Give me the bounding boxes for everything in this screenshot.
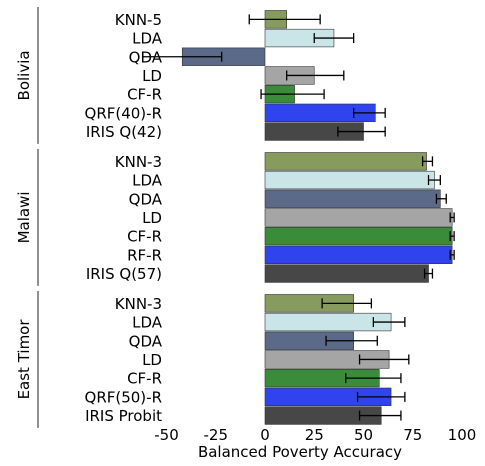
- category-label: LD: [142, 67, 162, 85]
- error-bar: [345, 373, 402, 384]
- error-bar: [352, 107, 386, 118]
- x-tick-label: 50: [354, 426, 373, 444]
- x-tick-label: 25: [305, 426, 324, 444]
- bar-ld: [264, 208, 453, 227]
- group-label: Bolivia: [15, 50, 33, 100]
- group-label: East Timor: [15, 319, 33, 400]
- group-east-timor: East Timor KNN-3LDAQDALDCF-RQRF(50)-RIRIS…: [15, 294, 410, 425]
- category-label: LDA: [132, 172, 163, 190]
- category-label: LD: [142, 209, 162, 227]
- category-label: QDA: [129, 190, 163, 208]
- error-bar: [260, 89, 325, 100]
- x-axis-title: Balanced Poverty Accuracy: [198, 443, 402, 461]
- error-bar: [449, 249, 455, 260]
- x-axis-ticks: -50 -25 0 25 50 75 100: [154, 426, 476, 444]
- category-label: RF-R: [127, 246, 162, 264]
- error-bar: [356, 391, 406, 402]
- x-tick-label: -50: [154, 426, 179, 444]
- category-label: IRIS Q(57): [86, 265, 162, 283]
- bar-knn-3: [264, 152, 427, 171]
- category-label: QRF(50)-R: [85, 388, 162, 406]
- error-bar: [421, 156, 434, 167]
- error-bar: [286, 70, 345, 81]
- category-label: KNN-3: [115, 295, 162, 313]
- error-bar: [427, 175, 441, 186]
- category-label: QRF(40)-R: [85, 104, 162, 122]
- bar-lda: [264, 170, 435, 190]
- error-bar: [358, 354, 410, 365]
- x-tick-label: 75: [403, 426, 422, 444]
- bar-qda: [264, 189, 441, 208]
- x-tick-label: 0: [260, 426, 270, 444]
- error-bar: [435, 193, 447, 204]
- bar-cf-r: [264, 227, 453, 246]
- category-label: IRIS Q(42): [86, 123, 162, 141]
- error-bar: [313, 33, 355, 44]
- group-label: Malawi: [15, 191, 33, 243]
- bar-rf-r: [264, 245, 453, 265]
- error-bar: [337, 126, 386, 137]
- error-bar: [248, 14, 321, 25]
- error-bar: [449, 231, 455, 242]
- category-label: CF-R: [127, 228, 162, 246]
- x-axis: -50 -25 0 25 50 75 100 Balanced Poverty Accura…: [154, 426, 476, 461]
- x-tick-label: 100: [448, 426, 477, 444]
- error-bar: [372, 317, 406, 328]
- bar-iris-q-57: [264, 264, 429, 283]
- error-bar: [321, 298, 373, 309]
- error-bar: [449, 212, 455, 223]
- category-label: QDA: [129, 332, 163, 350]
- category-label: CF-R: [127, 370, 162, 388]
- x-tick-label: -25: [204, 426, 229, 444]
- error-bar: [423, 268, 434, 279]
- category-label: CF-R: [127, 86, 162, 104]
- category-label: IRIS Probit: [85, 407, 162, 425]
- category-label: LDA: [132, 30, 163, 48]
- category-label: KNN-3: [115, 153, 162, 171]
- category-label: LD: [142, 351, 162, 369]
- error-bar: [142, 51, 223, 62]
- category-label: LDA: [132, 314, 163, 332]
- error-bar: [358, 410, 402, 421]
- bar-lda: [264, 312, 392, 332]
- category-label: KNN-5: [115, 11, 162, 29]
- error-bar: [325, 335, 378, 346]
